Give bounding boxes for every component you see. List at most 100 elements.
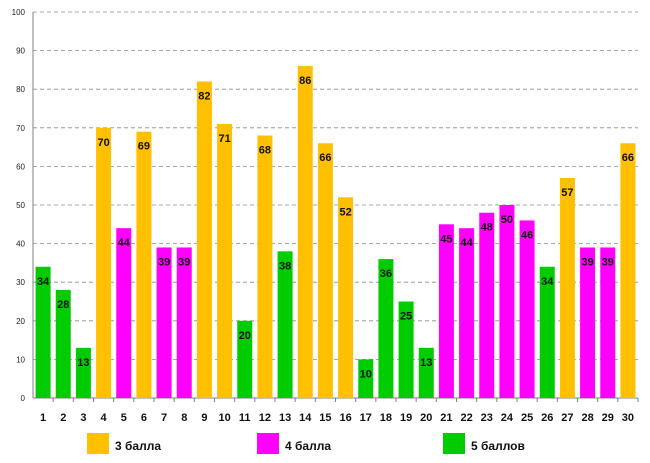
x-tick-label: 1 [40, 412, 46, 424]
bar-16 [338, 197, 354, 398]
x-tick-label: 16 [339, 412, 351, 424]
bar-10 [217, 123, 233, 398]
bar-27 [559, 177, 575, 398]
x-tick-label: 22 [460, 412, 472, 424]
legend: 3 балла 4 балла 5 баллов [87, 433, 525, 454]
data-label: 45 [440, 233, 452, 245]
x-tick-label: 25 [521, 412, 533, 424]
data-label: 70 [97, 137, 109, 149]
x-tick-label: 12 [259, 412, 271, 424]
bar-25 [519, 220, 535, 398]
bar-26 [539, 266, 555, 398]
y-tick-label: 60 [16, 162, 25, 171]
data-label: 48 [481, 222, 493, 234]
y-tick-label: 0 [21, 394, 26, 403]
data-label: 71 [218, 133, 230, 145]
data-label: 86 [299, 75, 311, 87]
bar-7 [156, 247, 172, 398]
x-tick-label: 29 [602, 412, 614, 424]
data-label: 57 [561, 187, 573, 199]
x-tick-label: 27 [561, 412, 573, 424]
data-label: 68 [259, 145, 271, 157]
y-tick-label: 20 [16, 317, 25, 326]
data-label: 46 [521, 229, 533, 241]
y-tick-label: 80 [16, 85, 25, 94]
x-tick-label: 4 [101, 412, 108, 424]
bar-29 [600, 247, 616, 398]
data-label: 13 [77, 357, 89, 369]
x-tick-label: 8 [181, 412, 187, 424]
bar-12 [257, 135, 273, 398]
x-tick-label: 5 [121, 412, 127, 424]
data-label: 38 [279, 260, 291, 272]
data-label: 52 [339, 206, 351, 218]
y-tick-label: 30 [16, 278, 25, 287]
data-label: 39 [602, 256, 614, 268]
legend-swatch-g5 [443, 433, 465, 454]
bar-23 [479, 212, 495, 398]
bar-18 [378, 259, 394, 398]
bar-21 [438, 224, 454, 398]
legend-label-g4: 4 балла [285, 439, 331, 453]
x-tick-label: 28 [581, 412, 593, 424]
x-tick-label: 10 [218, 412, 230, 424]
bar-2 [55, 289, 71, 398]
x-tick-label: 14 [299, 412, 312, 424]
x-tick-label: 17 [360, 412, 372, 424]
bar-4 [96, 127, 112, 399]
bar-24 [499, 205, 515, 398]
data-label: 50 [501, 214, 513, 226]
x-tick-label: 26 [541, 412, 553, 424]
data-label: 36 [380, 268, 392, 280]
y-tick-label: 40 [16, 240, 25, 249]
bar-13 [277, 251, 293, 398]
data-label: 10 [360, 368, 372, 380]
data-label: 20 [239, 330, 251, 342]
bar-11 [237, 320, 253, 398]
x-tick-label: 9 [201, 412, 207, 424]
bar-20 [418, 347, 434, 398]
legend-swatch-g3 [87, 433, 109, 454]
bar-30 [620, 143, 636, 398]
bar-6 [136, 131, 152, 398]
x-tick-label: 23 [481, 412, 493, 424]
x-tick-label: 21 [440, 412, 452, 424]
data-label: 66 [622, 152, 634, 164]
x-tick-label: 6 [141, 412, 147, 424]
data-label: 28 [57, 299, 69, 311]
y-tick-label: 50 [16, 201, 25, 210]
gridlines [33, 11, 638, 360]
bar-28 [580, 247, 596, 398]
data-label: 82 [198, 90, 210, 102]
legend-label-g3: 3 балла [115, 439, 161, 453]
bar-9 [196, 81, 212, 398]
data-label: 25 [400, 311, 412, 323]
x-tick-label: 3 [80, 412, 86, 424]
data-label: 13 [420, 357, 432, 369]
data-label: 44 [460, 237, 473, 249]
x-tick-label: 18 [380, 412, 392, 424]
y-tick-label: 90 [16, 47, 25, 56]
legend-swatch-g4 [257, 433, 279, 454]
bar-1 [35, 266, 51, 398]
x-tick-label: 19 [400, 412, 412, 424]
x-tick-label: 20 [420, 412, 432, 424]
data-label: 39 [581, 256, 593, 268]
x-tick-label: 24 [501, 412, 514, 424]
data-label: 39 [178, 256, 190, 268]
bar-15 [317, 143, 333, 398]
x-tick-label: 13 [279, 412, 291, 424]
data-label: 69 [138, 141, 150, 153]
bar-14 [297, 66, 313, 398]
data-label: 39 [158, 256, 170, 268]
x-tick-label: 2 [60, 412, 66, 424]
data-label: 34 [37, 276, 50, 288]
data-label: 44 [118, 237, 131, 249]
bars [35, 66, 636, 399]
bar-22 [459, 228, 475, 398]
x-tick-label: 7 [161, 412, 167, 424]
bar-19 [398, 301, 414, 398]
bar-17 [358, 359, 374, 398]
bar-8 [176, 247, 192, 398]
